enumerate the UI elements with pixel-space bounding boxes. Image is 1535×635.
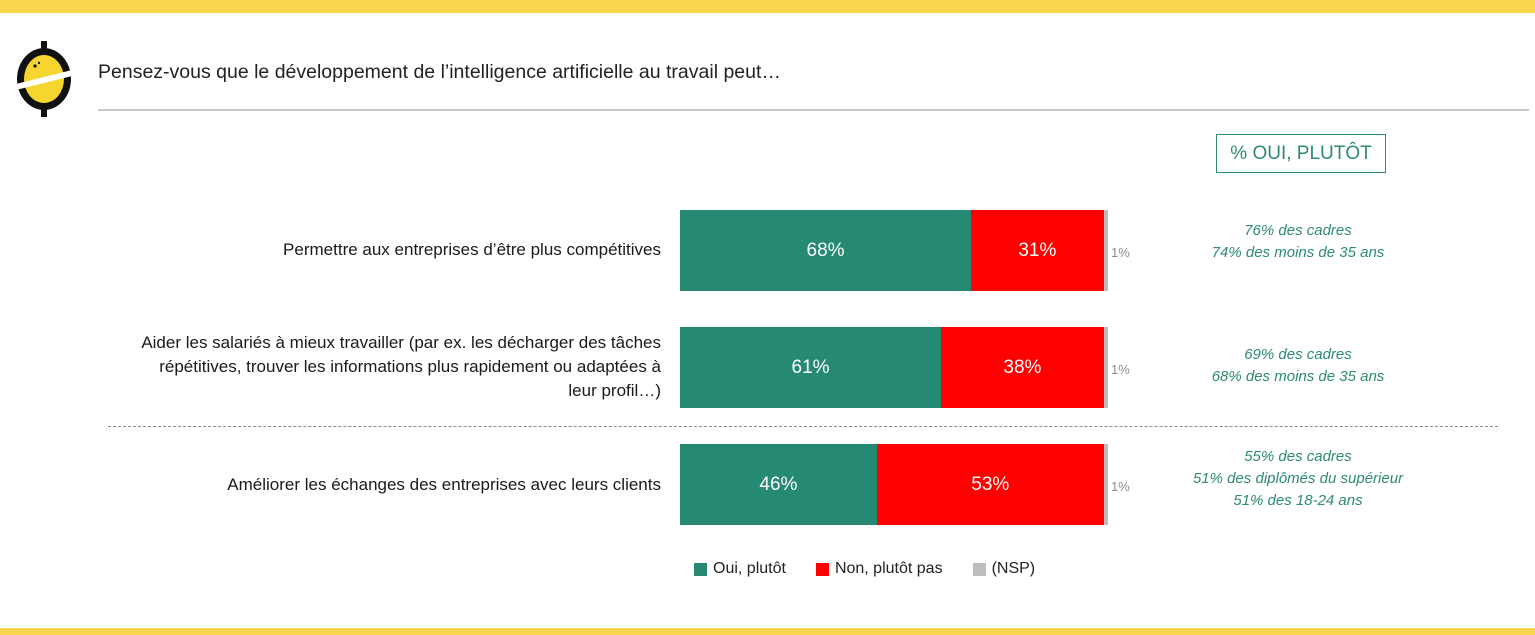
top-yellow-band bbox=[0, 0, 1535, 13]
note-line: 55% des cadres bbox=[1244, 448, 1352, 465]
chart-legend: Oui, plutôt Non, plutôt pas (NSP) bbox=[694, 560, 1035, 578]
legend-item-nsp: (NSP) bbox=[972, 560, 1036, 578]
bar-segment-yes: 46% bbox=[680, 444, 877, 525]
bar-segment-nsp bbox=[1103, 444, 1108, 525]
legend-item-no: Non, plutôt pas bbox=[815, 560, 943, 578]
note-line: 69% des cadres bbox=[1244, 346, 1352, 363]
subgroup-note: 76% des cadres 74% des moins de 35 ans bbox=[1150, 220, 1446, 264]
category-label: Permettre aux entreprises d’être plus co… bbox=[283, 240, 661, 259]
note-line: 68% des moins de 35 ans bbox=[1211, 368, 1385, 385]
bar-segment-no: 38% bbox=[941, 327, 1104, 408]
nsp-data-label: 1% bbox=[1111, 479, 1130, 494]
bar-segment-no: 31% bbox=[971, 210, 1104, 291]
legend-swatch-yes bbox=[694, 562, 707, 576]
dashed-separator bbox=[108, 426, 1498, 427]
bar-data-label: 38% bbox=[1003, 356, 1042, 378]
note-line: 76% des cadres bbox=[1244, 222, 1352, 239]
percent-yes-box: % OUI, PLUTÔT bbox=[1216, 134, 1386, 173]
nsp-data-label: 1% bbox=[1111, 245, 1130, 260]
page-title: Pensez-vous que le développement de l’in… bbox=[98, 61, 781, 83]
legend-swatch-no bbox=[815, 562, 829, 576]
legend-label-yes: Oui, plutôt bbox=[713, 560, 786, 577]
bar-segment-yes: 61% bbox=[680, 327, 942, 408]
bar-data-label: 53% bbox=[971, 473, 1010, 495]
bottom-yellow-band bbox=[0, 628, 1535, 635]
subgroup-note: 55% des cadres 51% des diplômés du supéri… bbox=[1150, 446, 1446, 512]
note-line: 74% des moins de 35 ans bbox=[1211, 244, 1385, 261]
category-label: Aider les salariés à mieux travailler (p… bbox=[141, 333, 661, 400]
bar-segment-nsp bbox=[1103, 327, 1108, 408]
note-line: 51% des 18-24 ans bbox=[1233, 492, 1363, 509]
note-line: 51% des diplômés du supérieur bbox=[1192, 470, 1404, 487]
bar-data-label: 68% bbox=[806, 239, 845, 261]
bar-segment-yes: 68% bbox=[680, 210, 972, 291]
bar-data-label: 31% bbox=[1018, 239, 1057, 261]
bar-data-label: 61% bbox=[791, 356, 830, 378]
legend-swatch-nsp bbox=[972, 562, 986, 576]
nsp-data-label: 1% bbox=[1111, 362, 1130, 377]
legend-label-nsp: (NSP) bbox=[991, 560, 1036, 577]
title-divider bbox=[98, 109, 1529, 111]
subgroup-note: 69% des cadres 68% des moins de 35 ans bbox=[1150, 344, 1446, 388]
bar-data-label: 46% bbox=[759, 473, 798, 495]
bar-segment-no: 53% bbox=[876, 444, 1104, 525]
bar-segment-nsp bbox=[1103, 210, 1108, 291]
legend-item-yes: Oui, plutôt bbox=[694, 560, 786, 578]
brand-logo-icon bbox=[16, 41, 72, 117]
legend-label-no: Non, plutôt pas bbox=[834, 560, 943, 577]
category-label: Améliorer les échanges des entreprises a… bbox=[227, 475, 661, 494]
